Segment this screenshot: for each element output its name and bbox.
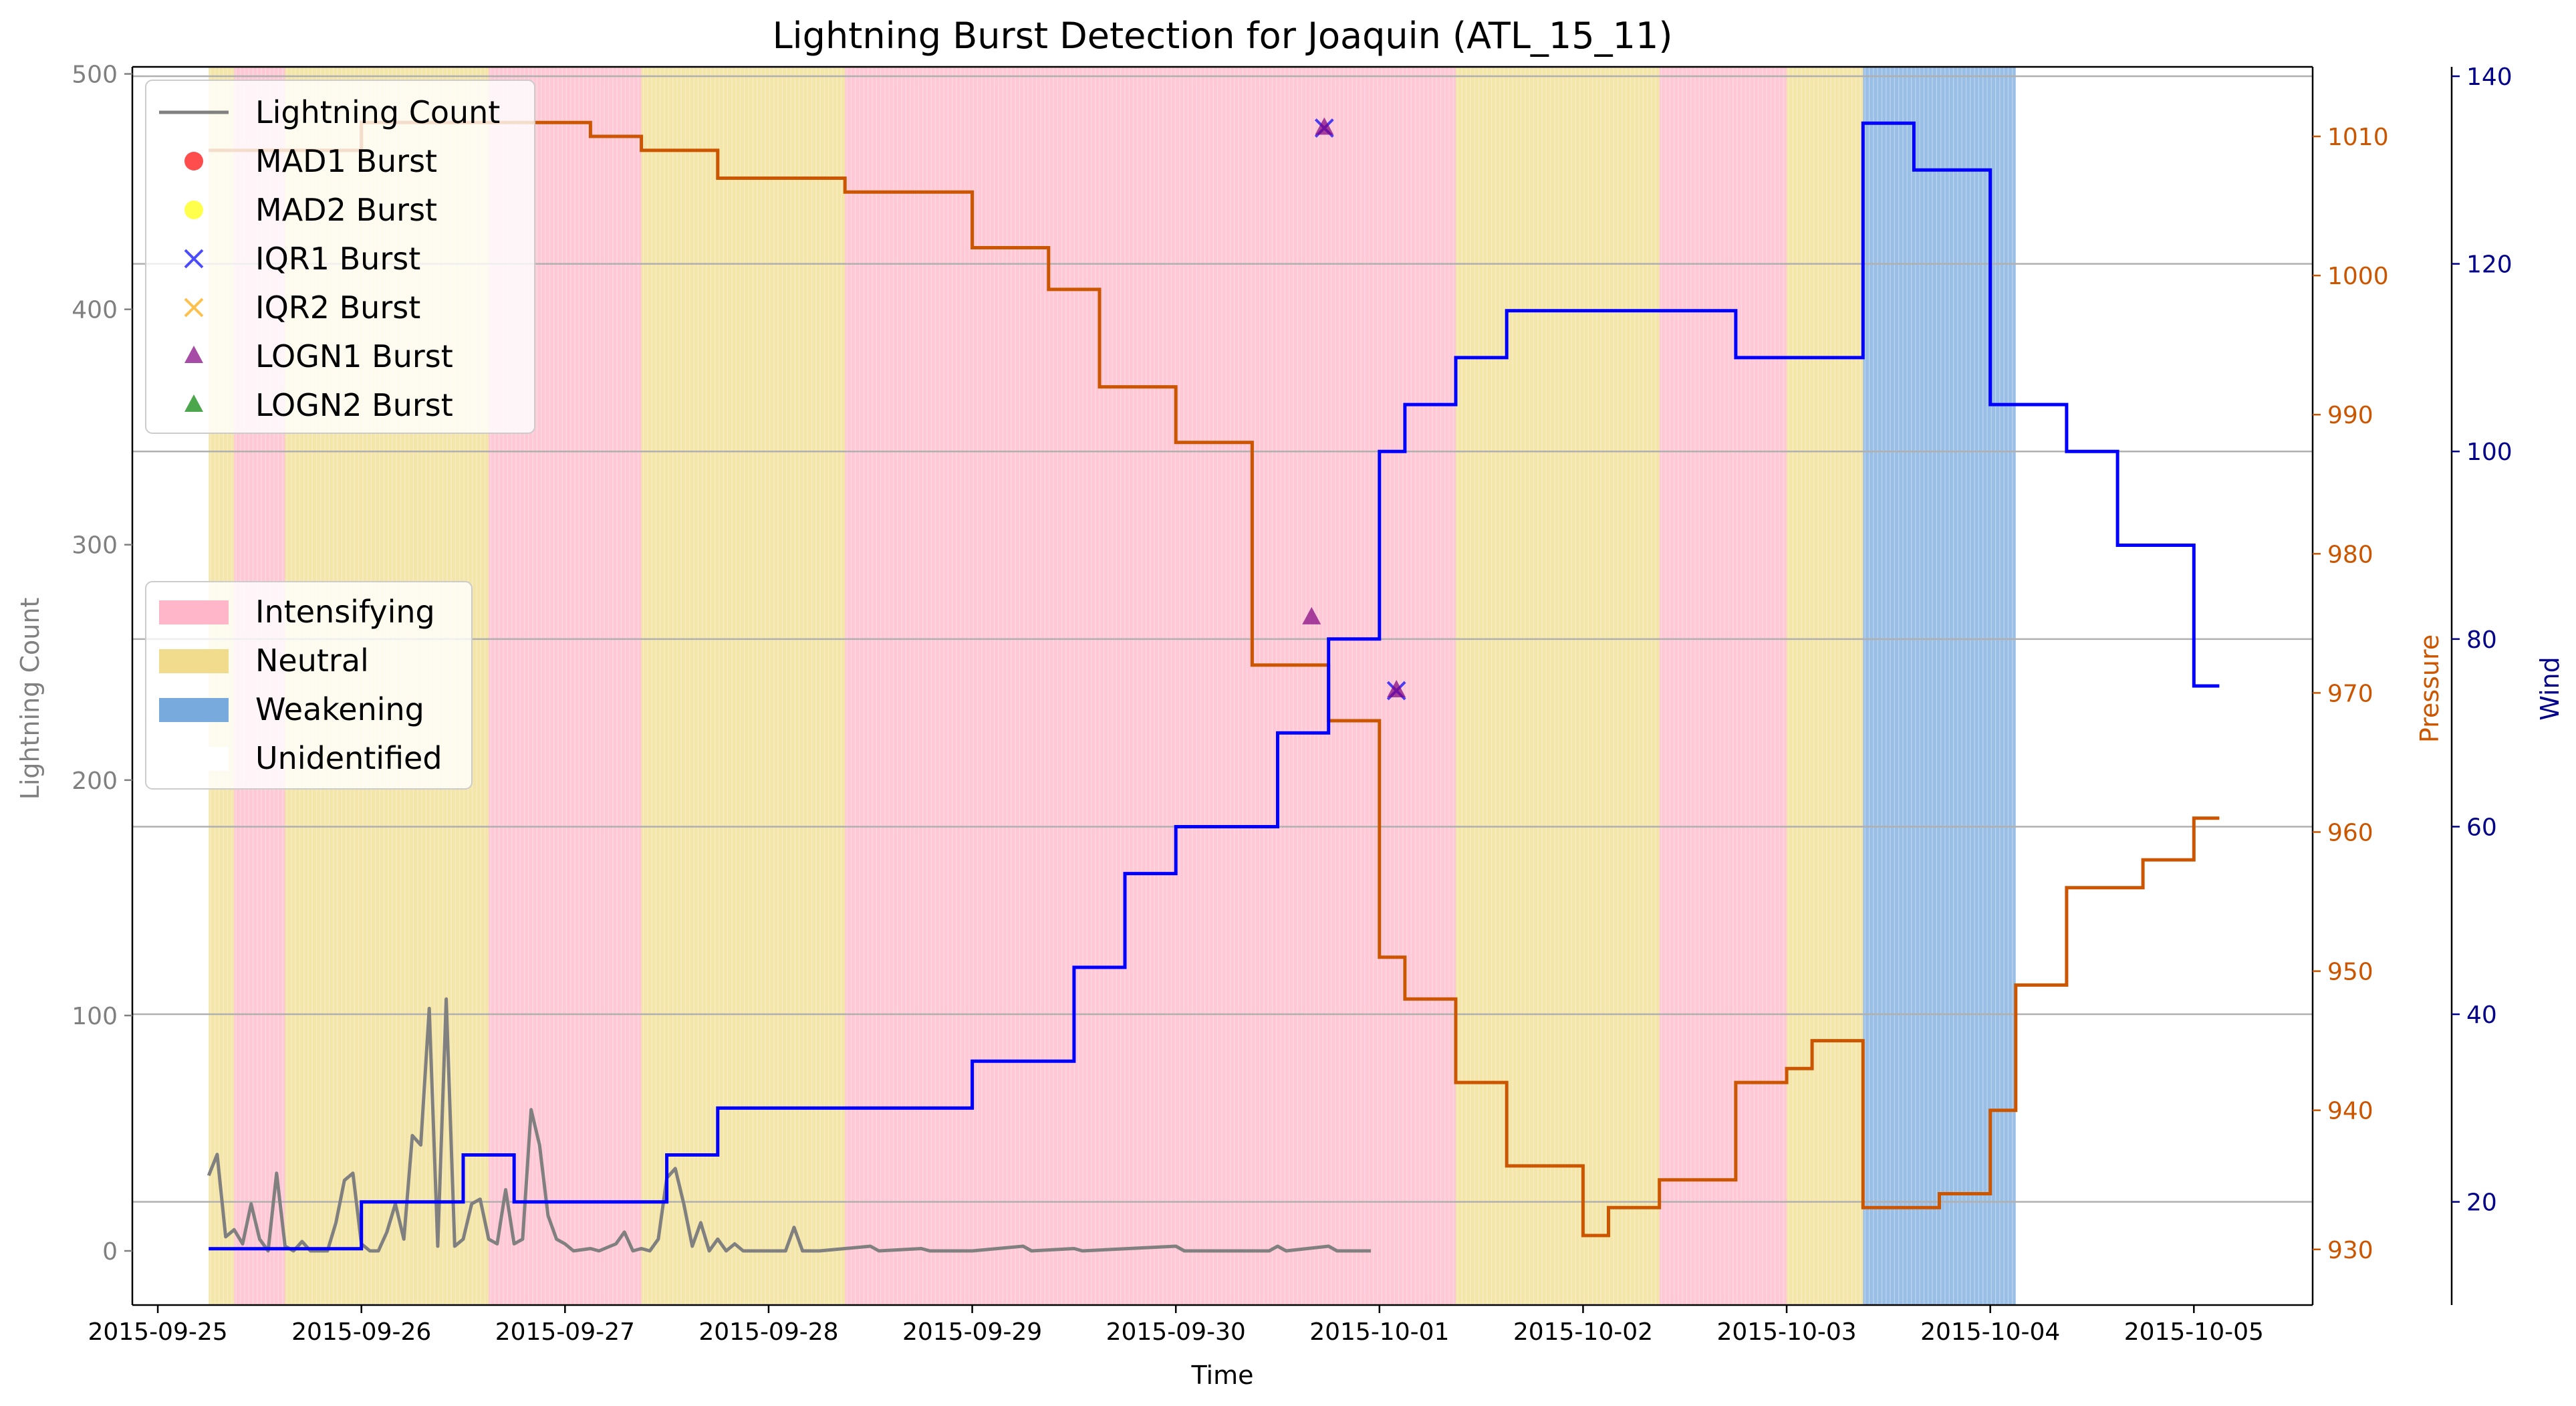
x-tick-label: 2015-09-27 <box>495 1318 635 1346</box>
x-tick-label: 2015-10-02 <box>1513 1318 1653 1346</box>
legend-series: Lightning Count MAD1 Burst MAD2 Burst IQR1 … <box>145 80 535 434</box>
x-tick-label: 2015-09-28 <box>698 1318 838 1346</box>
wind-tick-label: 140 <box>2466 64 2513 91</box>
x-tick-label: 2015-09-25 <box>88 1318 227 1346</box>
pressure-tick-label: 960 <box>2327 819 2373 846</box>
legend-circle-swatch <box>184 201 203 219</box>
legend-x-swatch <box>184 249 204 269</box>
legend-phases-box <box>145 581 473 790</box>
x-axis-label: Time <box>1191 1361 1254 1390</box>
pressure-line <box>209 120 2220 1238</box>
pressure-tick-label: 1000 <box>2327 263 2389 290</box>
lightning-tick-label: 300 <box>72 532 118 560</box>
x-tick-label: 2015-10-01 <box>1309 1318 1449 1346</box>
phase-band-neutral <box>1456 67 1660 1305</box>
wind-tick-label: 40 <box>2466 1002 2497 1029</box>
wind-tick-label: 60 <box>2466 814 2497 841</box>
legend-phase-label: Weakening <box>255 691 424 727</box>
legend-series-label: MAD2 Burst <box>255 192 437 228</box>
legend-phase-swatch <box>159 747 229 771</box>
legend-circle-swatch <box>184 152 203 170</box>
axes: 2015-09-25 2015-09-26 2015-09-27 2015-09-28… <box>72 62 2512 1346</box>
legend-series-label: Lightning Count <box>255 94 500 130</box>
legend-phase-label: Neutral <box>255 642 369 679</box>
phase-stripes <box>210 67 2013 1305</box>
logn1-burst-marker <box>1387 680 1406 698</box>
phase-band-intensifying <box>1659 67 1787 1305</box>
legend-series-box <box>145 80 535 434</box>
lightning-count-line <box>207 997 1372 1253</box>
legend-triangle-swatch <box>184 394 203 412</box>
x-tick-label: 2015-10-04 <box>1920 1318 2060 1346</box>
pressure-tick-label: 970 <box>2327 680 2373 707</box>
pressure-tick-label: 950 <box>2327 959 2373 986</box>
legend-phase-swatch <box>159 649 229 673</box>
legend-series-label: IQR1 Burst <box>255 241 420 277</box>
chart-title: Lightning Burst Detection for Joaquin (A… <box>773 15 1673 57</box>
phase-band-neutral <box>641 67 846 1305</box>
legend-phase-swatch <box>159 698 229 722</box>
legend-x-swatch <box>184 298 204 318</box>
lightning-tick-label: 0 <box>102 1238 118 1266</box>
legend-triangle-swatch <box>184 346 203 363</box>
legend-series-label: IQR2 Burst <box>255 289 420 326</box>
wind-tick-label: 100 <box>2466 439 2513 466</box>
legend-phase-label: Unidentified <box>255 740 442 776</box>
pressure-axis-label: Pressure <box>2415 634 2444 743</box>
logn1-burst-marker <box>1302 606 1321 624</box>
burst-markers <box>1302 117 1406 701</box>
legend-phase-label: Intensifying <box>255 594 435 630</box>
lightning-tick-label: 500 <box>72 62 118 89</box>
lightning-axis-label: Lightning Count <box>15 598 45 800</box>
wind-tick-label: 20 <box>2466 1189 2497 1217</box>
x-tick-label: 2015-09-26 <box>291 1318 431 1346</box>
pressure-tick-label: 1010 <box>2327 124 2389 151</box>
legend-series-label: MAD1 Burst <box>255 143 437 179</box>
x-tick-label: 2015-10-03 <box>1716 1318 1856 1346</box>
wind-line <box>209 121 2220 1251</box>
legend-series-label: LOGN1 Burst <box>255 338 453 374</box>
lightning-tick-label: 200 <box>72 768 118 795</box>
x-tick-label: 2015-10-05 <box>2124 1318 2264 1346</box>
wind-tick-label: 120 <box>2466 251 2513 279</box>
pressure-tick-label: 980 <box>2327 541 2373 568</box>
phase-band-intensifying <box>845 67 1456 1305</box>
wind-tick-label: 80 <box>2466 626 2497 654</box>
x-tick-label: 2015-09-30 <box>1106 1318 1246 1346</box>
wind-axis-label: Wind <box>2535 657 2565 721</box>
x-tick-label: 2015-09-29 <box>902 1318 1042 1346</box>
series <box>207 120 2220 1253</box>
pressure-tick-label: 990 <box>2327 402 2373 429</box>
lightning-tick-label: 100 <box>72 1003 118 1030</box>
pressure-tick-label: 930 <box>2327 1237 2373 1264</box>
legend-phase-swatch <box>159 600 229 624</box>
pressure-tick-label: 940 <box>2327 1098 2373 1125</box>
legend-phases: Intensifying Neutral Weakening Unidentified <box>145 581 473 790</box>
legend-series-label: LOGN2 Burst <box>255 387 453 423</box>
lightning-tick-label: 400 <box>72 297 118 324</box>
phase-band-neutral <box>1787 67 1863 1305</box>
logn1-burst-marker <box>1315 117 1334 135</box>
